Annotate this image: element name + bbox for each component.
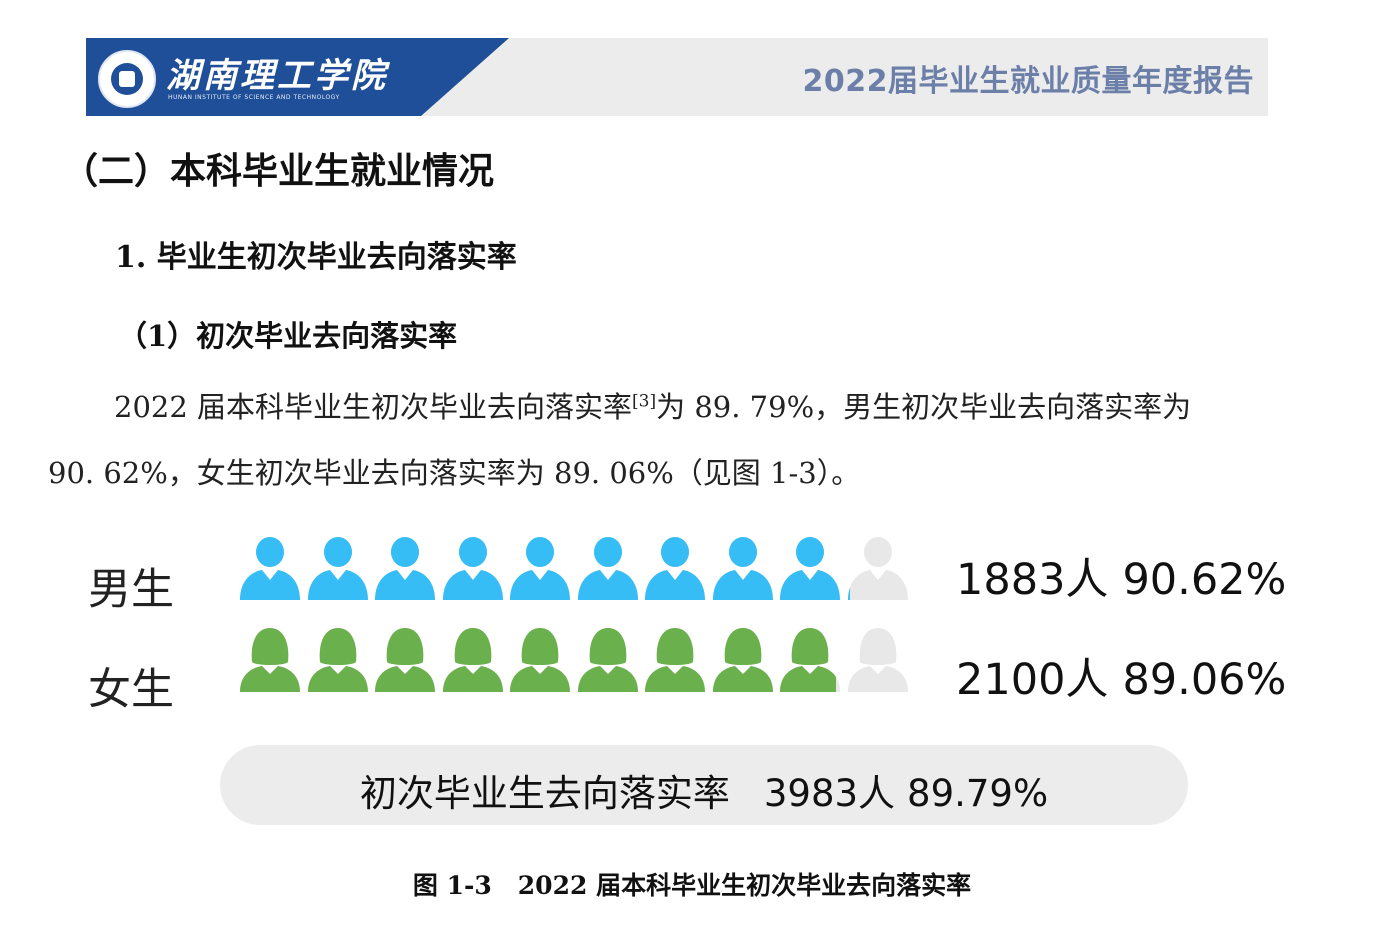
figure-number: 图 1-3: [412, 871, 492, 900]
section-heading: （二）本科毕业生就业情况: [62, 150, 495, 192]
male-person-icon: [240, 537, 300, 600]
figure-title: 2022 届本科毕业生初次毕业去向落实率: [517, 871, 972, 900]
sub-subsection-heading: （1）初次毕业去向落实率: [118, 319, 458, 353]
female-person-icon: [712, 628, 773, 692]
male-person-icon: [577, 537, 638, 600]
female-person-icon: [577, 628, 638, 692]
report-header-banner: 湖南理工学院 HUNAN INSTITUTE OF SCIENCE AND TE…: [86, 38, 1268, 116]
figure-caption: 图 1-3 2022 届本科毕业生初次毕业去向落实率: [0, 866, 1384, 902]
male-stat: 1883人 90.62%: [956, 545, 1286, 607]
female-count: 2100人: [956, 655, 1109, 705]
female-person-icon: [307, 628, 368, 692]
total-rate-pill: 初次毕业生去向落实率 3983人 89.79%: [220, 745, 1188, 825]
male-person-icon: [442, 537, 503, 600]
female-person-icon: [375, 628, 435, 692]
subsection-heading: 1. 毕业生初次毕业去向落实率: [115, 240, 517, 275]
female-person-icon: [847, 628, 908, 692]
male-row-label: 男生: [88, 565, 174, 615]
male-person-icon: [712, 537, 773, 600]
female-row-label: 女生: [88, 665, 174, 715]
total-count: 3983人: [763, 772, 896, 815]
report-title: 2022届毕业生就业质量年度报告: [802, 64, 1254, 99]
male-icon-row: [238, 534, 910, 600]
male-person-icon: [375, 537, 435, 600]
school-seal-icon: [98, 50, 156, 108]
female-stat: 2100人 89.06%: [956, 645, 1286, 707]
footnote-ref: [3]: [632, 391, 657, 412]
body-paragraph-line-2: 90. 62%，女生初次毕业去向落实率为 89. 06%（见图 1-3）。: [48, 456, 861, 490]
male-person-icon: [307, 537, 368, 600]
male-count: 1883人: [956, 555, 1109, 605]
female-person-icon: [645, 628, 705, 692]
female-person-icon: [780, 628, 840, 692]
female-rate: 89.06%: [1122, 655, 1287, 705]
school-english-name: HUNAN INSTITUTE OF SCIENCE AND TECHNOLOG…: [168, 94, 340, 101]
male-person-icon: [645, 537, 705, 600]
male-person-icon: [780, 537, 840, 600]
school-name: 湖南理工学院: [166, 56, 388, 96]
total-label: 初次毕业生去向落实率: [359, 772, 730, 815]
male-rate: 90.62%: [1122, 555, 1287, 605]
male-person-icon: [847, 537, 908, 600]
female-person-icon: [240, 628, 300, 692]
female-icon-row: [238, 626, 910, 692]
male-person-icon: [510, 537, 570, 600]
body-paragraph-line-1: 2022 届本科毕业生初次毕业去向落实率[3]为 89. 79%，男生初次毕业去…: [114, 390, 1192, 424]
school-logo-block: 湖南理工学院 HUNAN INSTITUTE OF SCIENCE AND TE…: [86, 38, 421, 116]
female-person-icon: [510, 628, 570, 692]
female-person-icon: [442, 628, 503, 692]
total-rate: 89.79%: [907, 772, 1049, 815]
